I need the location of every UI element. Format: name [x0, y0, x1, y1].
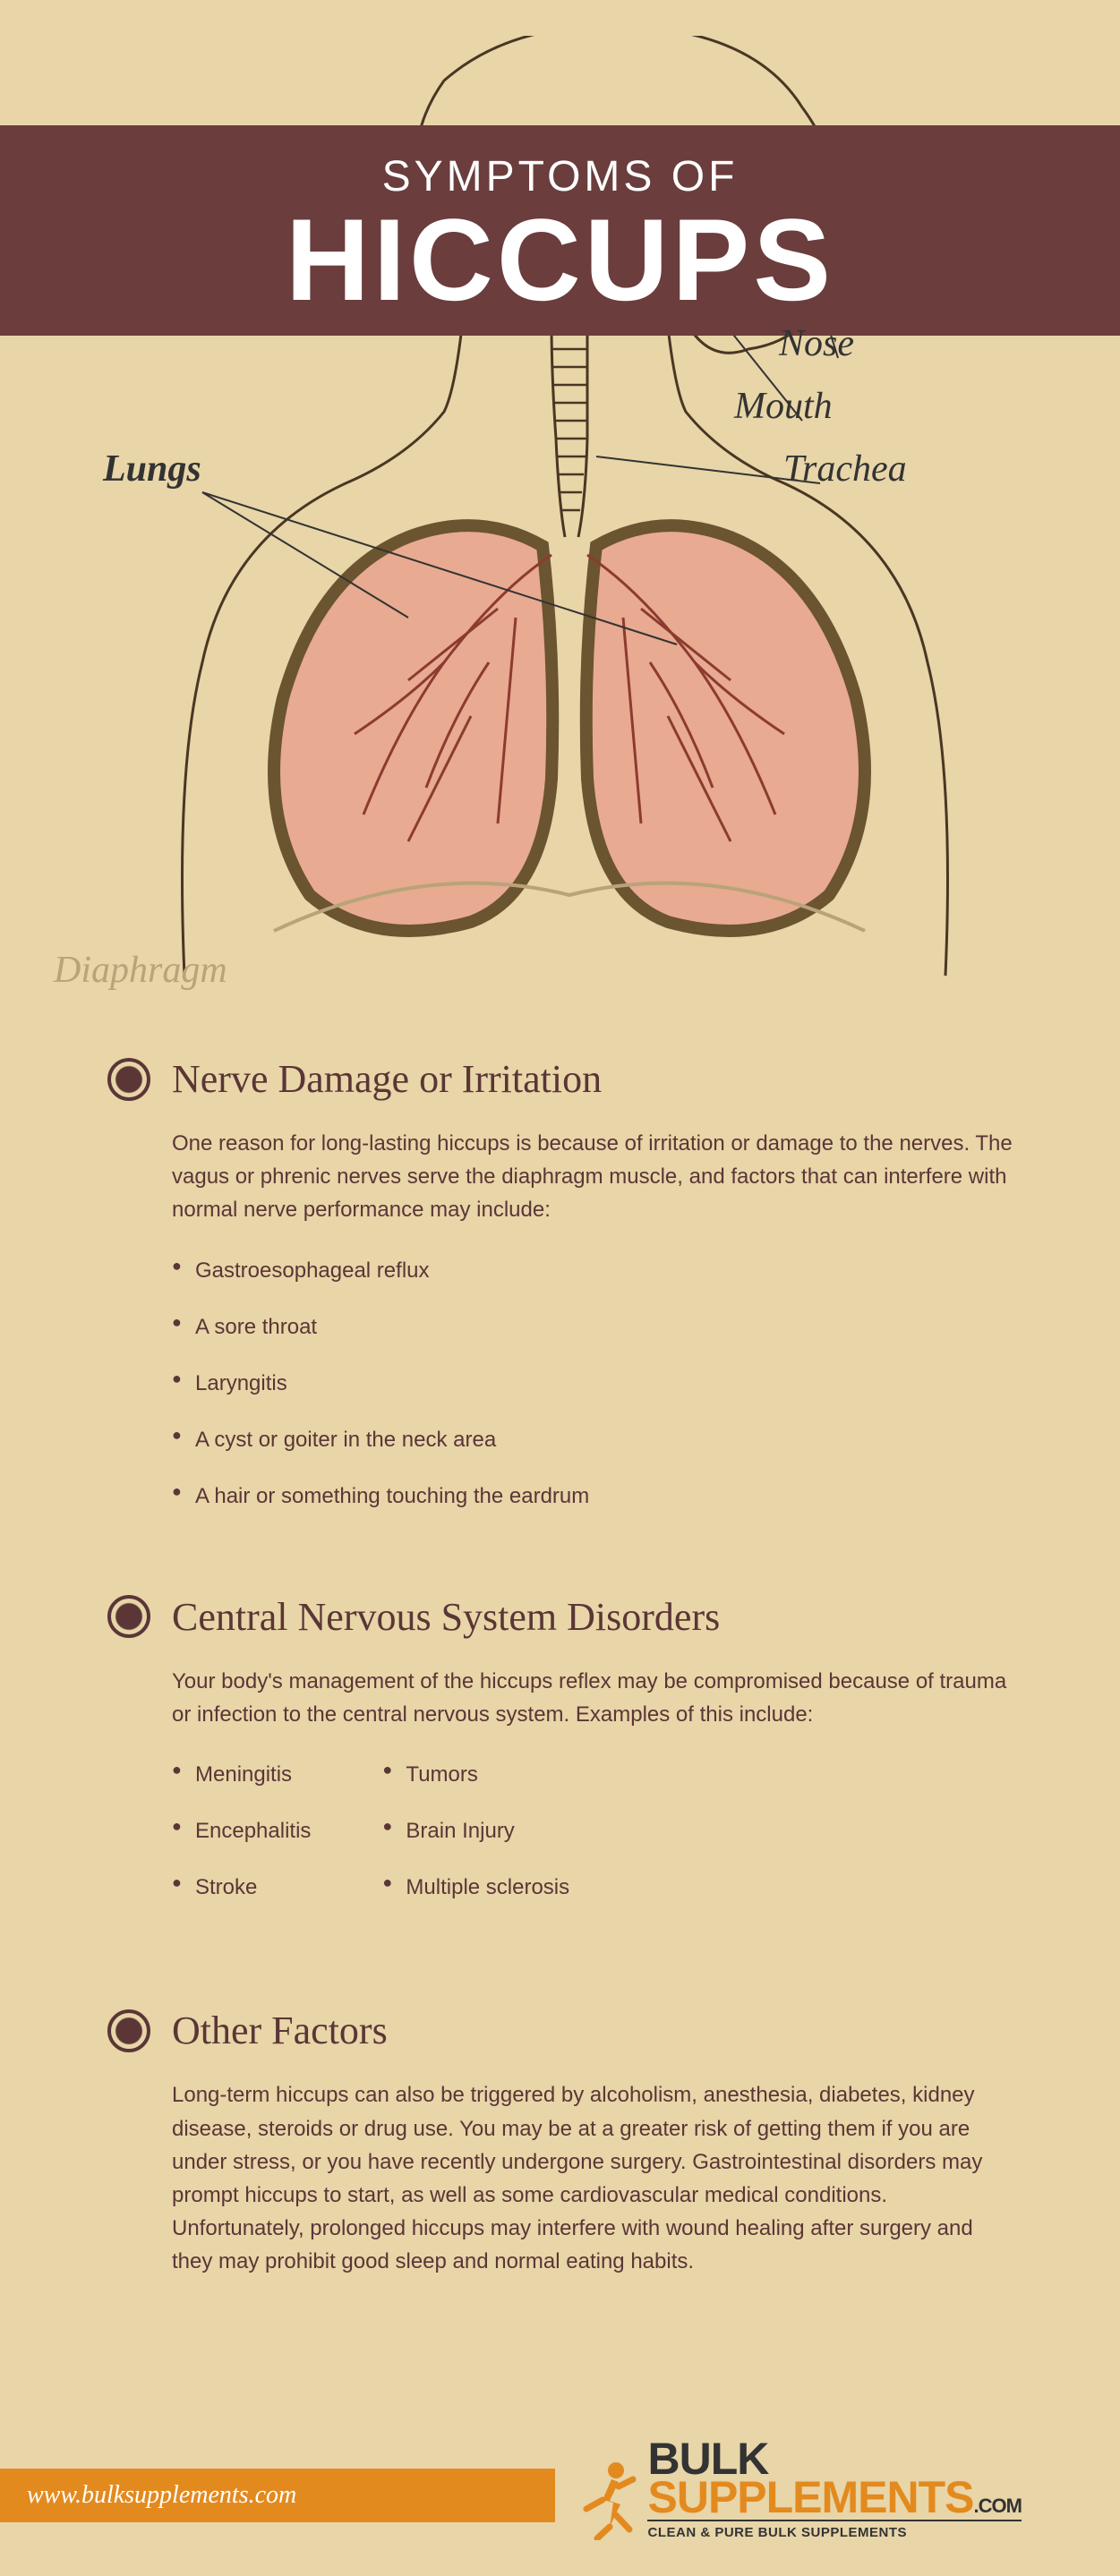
footer: www.bulksupplements.com BULK SUPPLEMENTS… — [0, 2469, 1120, 2576]
section-0: Nerve Damage or Irritation One reason for… — [107, 1056, 1013, 1514]
label-trachea: Trachea — [783, 448, 907, 490]
section-intro: One reason for long-lasting hiccups is b… — [172, 1127, 1013, 1227]
label-lungs: Lungs — [103, 448, 201, 490]
bullet-columns: Gastroesophageal reflux A sore throat Lary… — [172, 1254, 1013, 1514]
list-item: Brain Injury — [382, 1814, 569, 1847]
list-item: Gastroesophageal reflux — [172, 1254, 1013, 1287]
section-1: Central Nervous System Disorders Your bod… — [107, 1594, 1013, 1928]
sections-container: Nerve Damage or Irritation One reason for… — [107, 1056, 1013, 2359]
section-title: Central Nervous System Disorders — [172, 1594, 720, 1640]
footer-url: www.bulksupplements.com — [0, 2469, 555, 2522]
logo-text: BULK SUPPLEMENTS.COM CLEAN & PURE BULK S… — [647, 2440, 1022, 2540]
section-body: One reason for long-lasting hiccups is b… — [107, 1127, 1013, 1514]
list-item: A sore throat — [172, 1310, 1013, 1343]
section-header: Nerve Damage or Irritation — [107, 1056, 1013, 1102]
bullet-icon — [107, 2009, 150, 2052]
bullet-list-0: Meningitis Encephalitis Stroke — [172, 1758, 311, 1928]
runner-icon — [576, 2460, 638, 2540]
bullet-list-0: Gastroesophageal reflux A sore throat Lary… — [172, 1254, 1013, 1514]
list-item: Laryngitis — [172, 1367, 1013, 1400]
section-intro: Your body's management of the hiccups re… — [172, 1665, 1013, 1731]
bullet-list-1: Tumors Brain Injury Multiple sclerosis — [382, 1758, 569, 1928]
list-item: Encephalitis — [172, 1814, 311, 1847]
section-title: Nerve Damage or Irritation — [172, 1056, 602, 1102]
header-band: SYMPTOMS OF HICCUPS — [0, 125, 1120, 336]
bullet-icon — [107, 1595, 150, 1638]
list-item: Meningitis — [172, 1758, 311, 1791]
section-header: Other Factors — [107, 2008, 1013, 2053]
section-intro: Long-term hiccups can also be triggered … — [172, 2078, 1013, 2278]
list-item: Stroke — [172, 1871, 311, 1904]
section-body: Long-term hiccups can also be triggered … — [107, 2078, 1013, 2278]
list-item: Tumors — [382, 1758, 569, 1791]
label-mouth: Mouth — [734, 385, 833, 428]
header-title: HICCUPS — [0, 201, 1120, 318]
section-2: Other Factors Long-term hiccups can also … — [107, 2008, 1013, 2278]
footer-logo: BULK SUPPLEMENTS.COM CLEAN & PURE BULK S… — [576, 2440, 1022, 2540]
section-title: Other Factors — [172, 2008, 388, 2053]
label-nose: Nose — [779, 322, 854, 365]
bullet-icon — [107, 1058, 150, 1101]
logo-line2: SUPPLEMENTS.COM — [647, 2478, 1022, 2517]
logo-supplements: SUPPLEMENTS — [647, 2472, 973, 2522]
logo-tagline: CLEAN & PURE BULK SUPPLEMENTS — [647, 2520, 1022, 2540]
logo-tld: .COM — [974, 2495, 1022, 2517]
section-header: Central Nervous System Disorders — [107, 1594, 1013, 1640]
list-item: A cyst or goiter in the neck area — [172, 1423, 1013, 1456]
bullet-columns: Meningitis Encephalitis Stroke Tumors Brain … — [172, 1758, 1013, 1928]
list-item: A hair or something touching the eardrum — [172, 1480, 1013, 1513]
label-diaphragm: Diaphragm — [54, 949, 227, 992]
section-body: Your body's management of the hiccups re… — [107, 1665, 1013, 1928]
list-item: Multiple sclerosis — [382, 1871, 569, 1904]
